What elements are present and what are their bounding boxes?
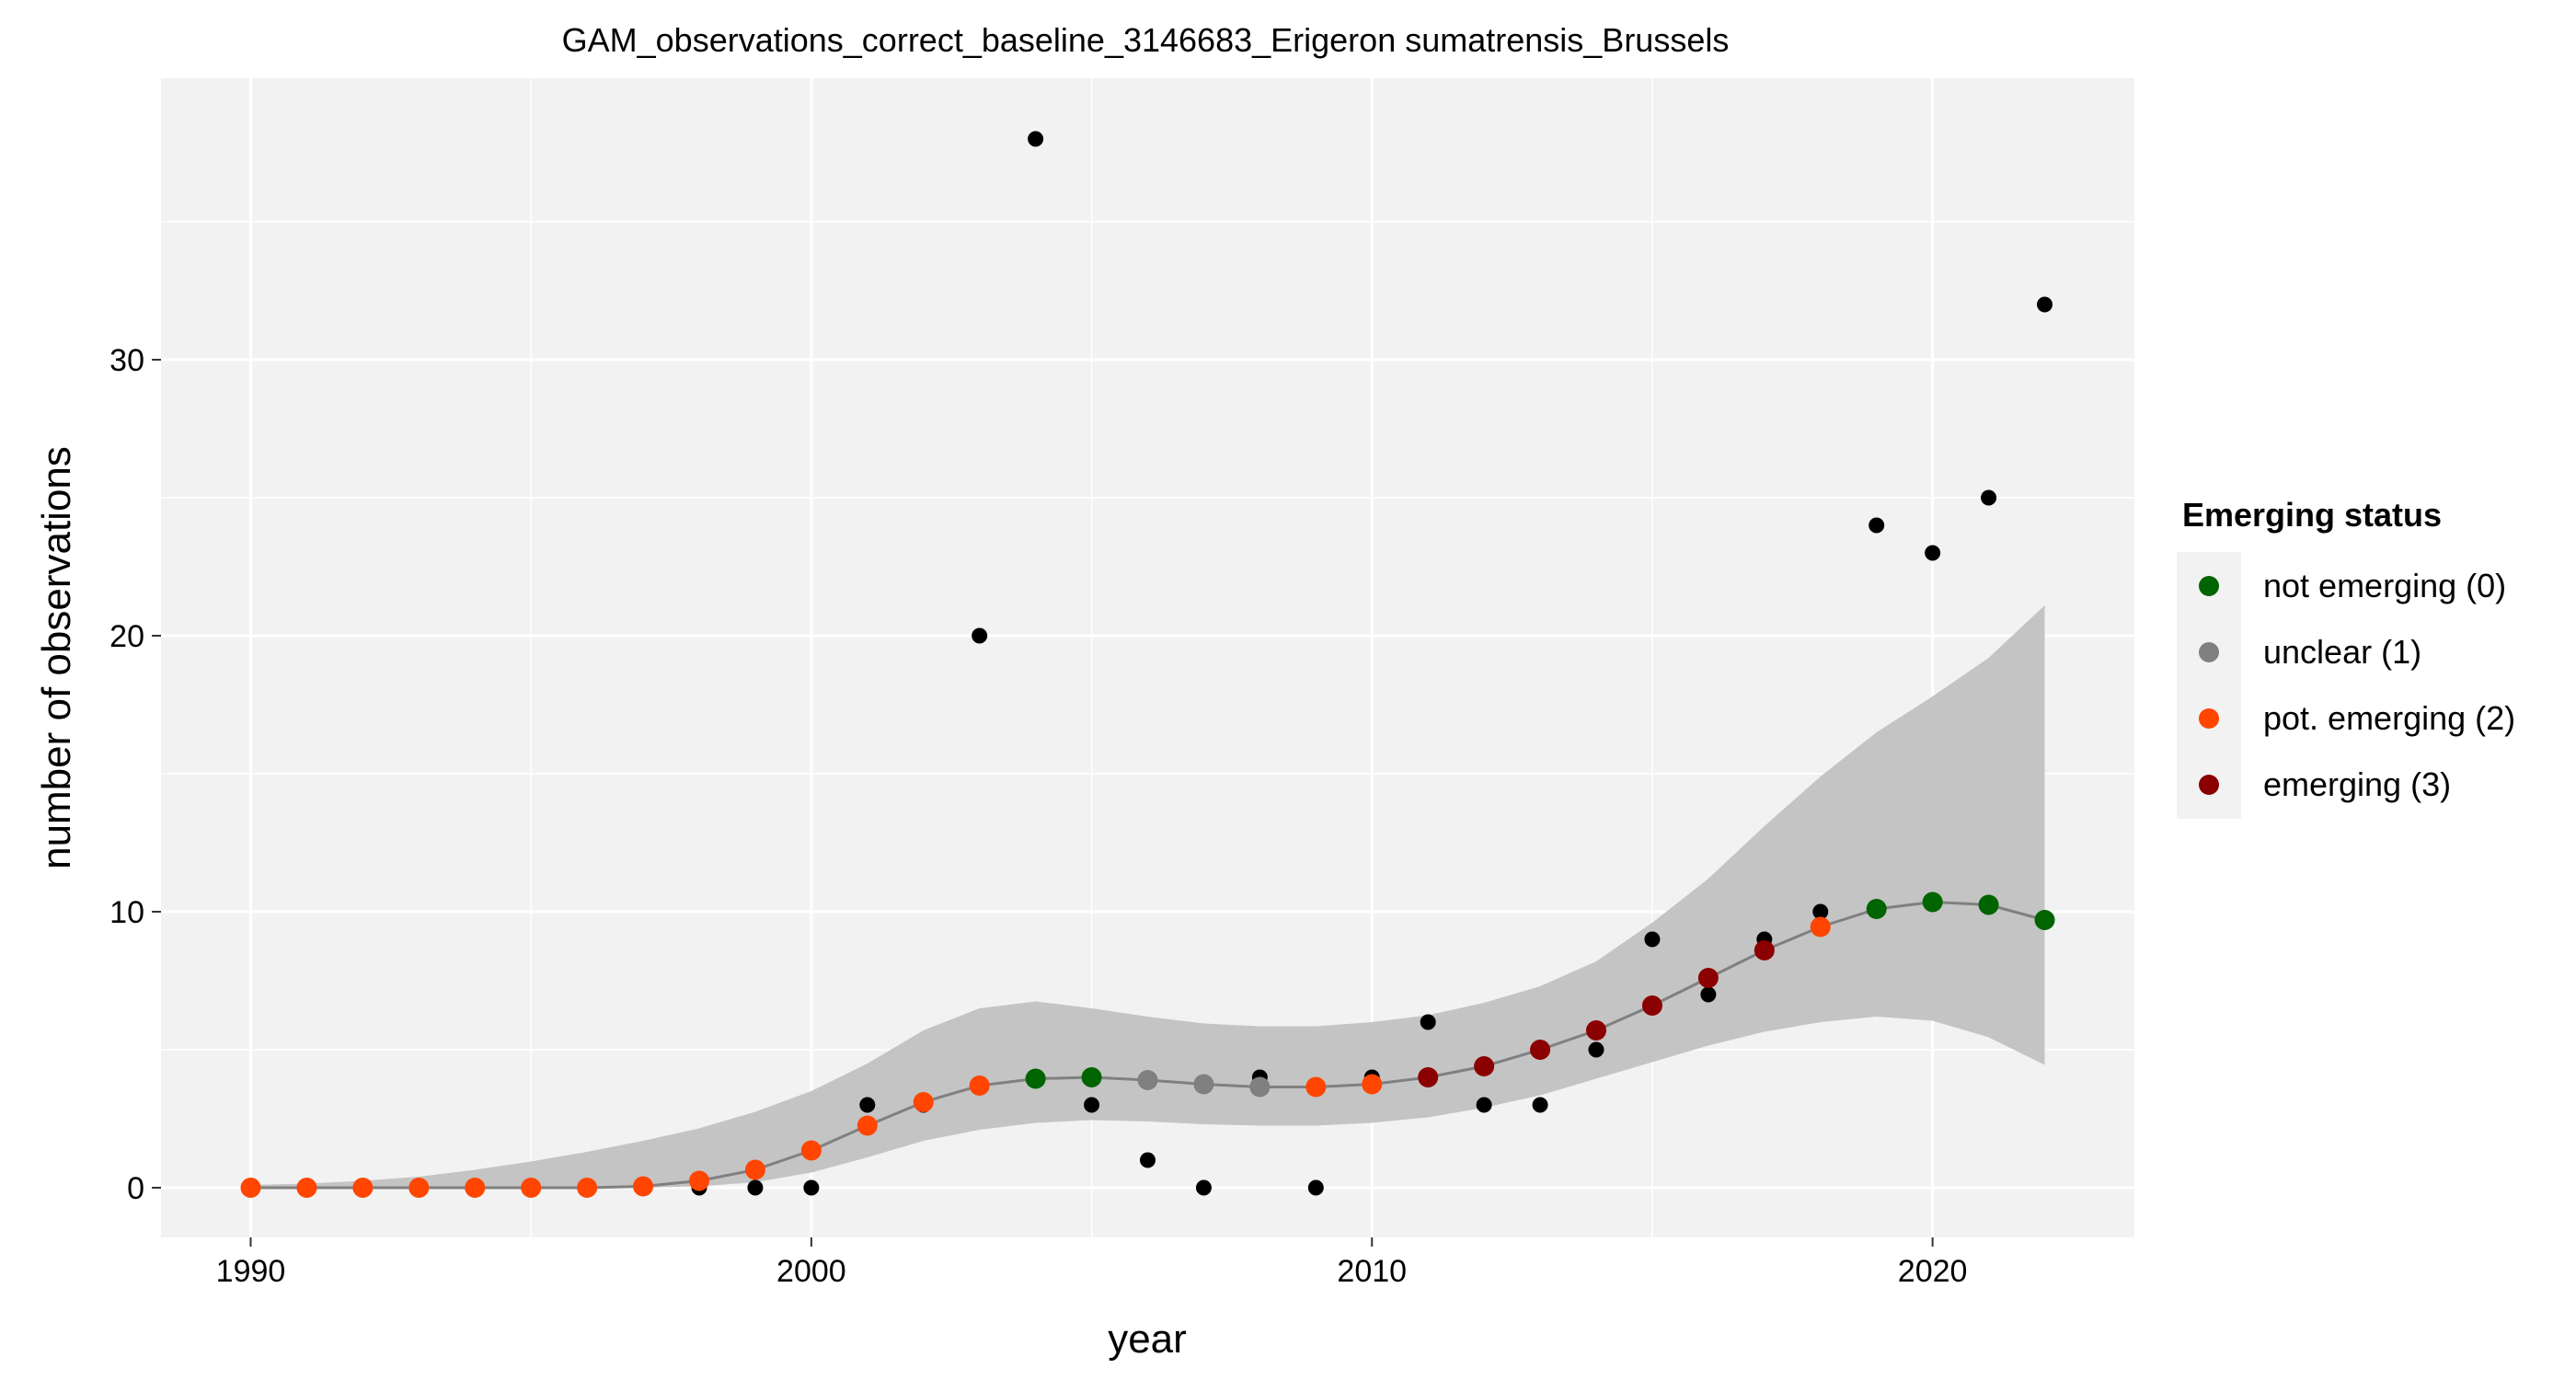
legend-entries: not emerging (0) unclear (1) pot. emerging… [2177,552,2515,819]
fitted-status-point [913,1092,934,1112]
observation-point [1588,1041,1604,1058]
y-axis-title: number of observations [34,446,79,869]
fitted-status-point [2034,910,2055,930]
gam-fit-layer [240,891,2055,1198]
fitted-status-point [1362,1074,1383,1095]
fitted-status-point [1025,1068,1046,1089]
legend-label: pot. emerging (2) [2263,699,2515,737]
observation-point [1476,1097,1492,1113]
observation-point [1869,517,1885,534]
fitted-status-point [521,1178,542,1198]
y-tick-label: 20 [109,619,144,654]
observation-point [1140,1152,1156,1168]
observation-point [1812,903,1829,920]
fitted-status-point [1305,1076,1327,1098]
fitted-status-point [352,1178,374,1198]
fitted-status-point [465,1178,486,1198]
fitted-status-point [408,1178,430,1198]
x-tick-label: 2000 [776,1254,846,1289]
observation-point [1084,1097,1100,1113]
fitted-status-point [800,1140,822,1161]
legend-key-background [2177,552,2241,819]
fitted-status-point [1137,1070,1158,1090]
observation-point [859,1097,876,1113]
observation-point [747,1179,764,1196]
legend-label: not emerging (0) [2263,567,2506,604]
legend-label: emerging (3) [2263,765,2451,803]
fitted-status-point [577,1178,598,1198]
x-tick-label: 2010 [1337,1254,1407,1289]
observation-point [803,1179,820,1196]
observation-point [1981,489,1997,506]
fitted-status-point [1530,1040,1551,1060]
observation-point [1420,1014,1436,1030]
x-axis-title: year [1108,1317,1187,1362]
fitted-status-point [1586,1020,1606,1041]
fitted-status-point [1081,1067,1102,1087]
legend-title: Emerging status [2182,496,2442,534]
observation-point [1028,131,1044,147]
legend-key-marker [2199,775,2219,795]
fitted-status-point [1641,995,1662,1016]
fitted-status-point [744,1159,765,1180]
observation-point [1925,545,1941,561]
observation-point [1700,986,1717,1003]
legend-key-marker [2199,576,2219,596]
fitted-status-point [240,1178,261,1198]
x-tick-label: 2020 [1898,1254,1968,1289]
observation-point [1307,1179,1324,1196]
observation-point [2037,296,2053,313]
legend-label: unclear (1) [2263,633,2421,671]
fitted-status-point [296,1178,317,1198]
fitted-status-point [1418,1067,1439,1087]
fitted-status-point [969,1075,990,1096]
chart-title: GAM_observations_correct_baseline_314668… [562,21,1730,59]
fitted-status-point [1193,1074,1214,1095]
fitted-status-point [1810,916,1831,937]
fitted-status-point [1866,899,1887,919]
fitted-status-point [1754,940,1775,960]
fitted-status-point [1697,968,1719,988]
observation-point [1532,1097,1548,1113]
legend: Emerging status not emerging (0) unclear … [2177,496,2515,819]
fitted-status-point [1474,1056,1495,1076]
observation-point [972,627,988,644]
fitted-status-point [689,1170,709,1191]
legend-key-marker [2199,708,2219,729]
y-tick-label: 0 [127,1171,144,1206]
x-tick-label: 1990 [216,1254,286,1289]
fitted-status-point [1978,894,1999,915]
fitted-status-point [633,1176,654,1197]
legend-key-marker [2199,642,2219,662]
axes: 1990 2000 2010 2020 0 10 20 30 [109,343,1967,1289]
y-tick-label: 30 [109,343,144,378]
fitted-status-point [1249,1076,1271,1098]
y-tick-label: 10 [109,895,144,930]
fitted-status-point [857,1115,878,1136]
observation-point [1195,1179,1212,1196]
fitted-status-point [1922,891,1943,913]
observation-point [1644,931,1661,948]
